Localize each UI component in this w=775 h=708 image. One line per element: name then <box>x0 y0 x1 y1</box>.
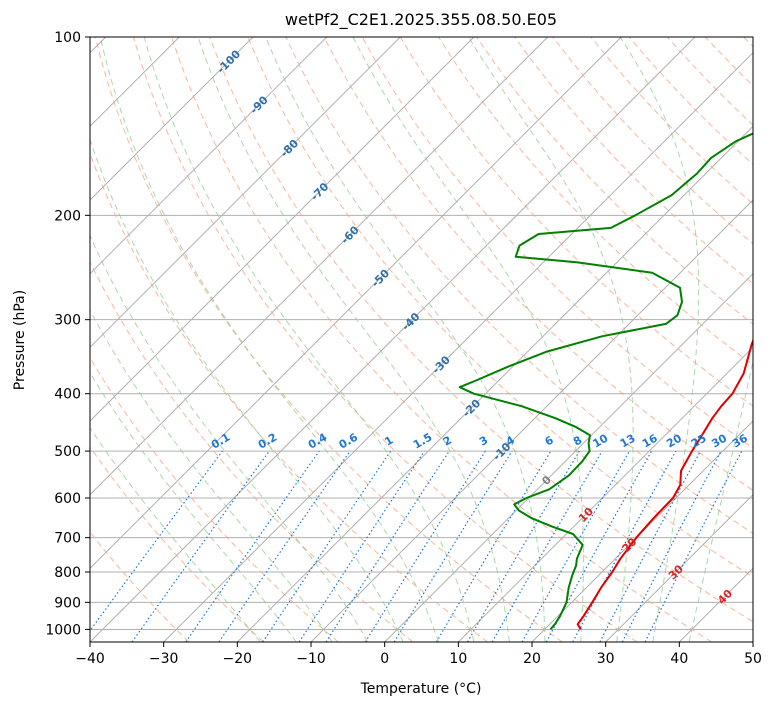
x-tick-label: 10 <box>449 651 467 667</box>
sounding-series <box>458 132 753 631</box>
x-axis-title: Temperature (°C) <box>360 681 482 697</box>
isotherm-line <box>90 37 475 422</box>
dry-adiabat-line <box>94 37 563 642</box>
y-tick-label: 800 <box>54 565 81 581</box>
moist-adiabat-line <box>90 309 333 642</box>
x-tick-label: 40 <box>670 651 688 667</box>
moist-adiabat-line <box>197 37 510 642</box>
mixing-ratio-line <box>90 450 223 632</box>
mixing-ratio-lines <box>90 450 743 642</box>
x-tick-label: −30 <box>149 651 179 667</box>
y-tick-label: 300 <box>54 313 81 329</box>
y-tick-label: 900 <box>54 595 81 611</box>
isotherm-line <box>90 37 622 570</box>
mixing-ratio-line <box>185 450 320 642</box>
moist-adiabat-line <box>352 37 584 642</box>
dry-adiabat-line <box>209 37 753 623</box>
pressure-gridlines <box>90 37 753 630</box>
y-tick-label: 400 <box>54 387 81 403</box>
mixing-ratio-line <box>218 450 351 642</box>
x-axis: −40 −30 −20 −10 0 10 20 30 40 50 <box>75 642 762 667</box>
mixing-ratio-line <box>325 450 450 642</box>
dry-adiabat-line <box>247 37 753 578</box>
moist-adiabat-line <box>90 138 404 642</box>
dry-adiabat-line <box>90 356 339 642</box>
x-tick-label: 20 <box>523 651 541 667</box>
moist-adiabats <box>90 37 753 642</box>
y-axis-title: Pressure (hPa) <box>12 290 28 390</box>
moist-adiabat-line <box>143 37 475 642</box>
y-tick-label: 200 <box>54 208 81 224</box>
dry-adiabat-line <box>171 37 712 642</box>
isotherm-line <box>90 37 696 642</box>
isotherm-line <box>90 37 549 496</box>
dry-adiabat-line <box>90 446 264 642</box>
x-tick-label: 30 <box>597 651 615 667</box>
mixing-ratio-line <box>545 450 653 642</box>
x-tick-label: −40 <box>75 651 105 667</box>
y-tick-label: 600 <box>54 491 81 507</box>
moist-adiabat-line <box>90 426 261 642</box>
x-tick-label: −20 <box>223 651 253 667</box>
moist-adiabat-line <box>619 37 700 642</box>
dry-adiabat-line <box>90 260 414 642</box>
dewpoint-profile-line <box>458 132 753 631</box>
dry-adiabat-line <box>514 37 753 285</box>
mixing-ratio-line <box>644 450 743 642</box>
moist-adiabat-line <box>90 371 297 642</box>
y-axis: 100 200 300 400 500 600 700 800 900 1000 <box>45 30 90 638</box>
mixing-ratio-line <box>521 450 631 642</box>
chart-title: wetPf2_C2E1.2025.355.08.50.E05 <box>285 10 557 30</box>
isotherm-line <box>384 272 753 642</box>
isotherm-line <box>457 346 753 642</box>
mixing-ratio-line <box>298 450 425 642</box>
dry-adiabat-line <box>323 37 753 491</box>
mixing-ratio-line <box>131 450 270 642</box>
moist-adiabat-line <box>265 37 546 642</box>
mixing-ratio-line <box>262 450 392 642</box>
dry-adiabat-line <box>476 37 753 325</box>
moist-adiabat-line <box>688 358 753 642</box>
mixing-ratio-line <box>393 450 513 642</box>
x-tick-label: 50 <box>744 651 762 667</box>
y-tick-label: 500 <box>54 444 81 460</box>
mixing-ratio-line <box>572 450 677 642</box>
isotherm-line <box>310 199 753 642</box>
isotherm-line <box>90 37 401 349</box>
y-tick-label: 700 <box>54 531 81 547</box>
dry-adiabat-line <box>285 37 753 535</box>
moist-adiabat-line <box>90 234 369 642</box>
isotherm-line <box>163 51 753 642</box>
plot-frame <box>89 36 754 643</box>
moist-adiabat-line <box>99 37 439 642</box>
x-tick-label: −10 <box>296 651 326 667</box>
isotherm-line <box>90 37 328 275</box>
y-tick-label: 1000 <box>45 622 81 638</box>
isotherm-line <box>90 37 254 201</box>
dry-adiabats <box>90 37 753 642</box>
y-tick-label: 100 <box>54 30 81 46</box>
x-tick-label: 0 <box>380 651 389 667</box>
dry-adiabat-line <box>132 37 638 642</box>
isotherm-line <box>605 493 753 642</box>
temperature-profile-line <box>576 338 753 630</box>
